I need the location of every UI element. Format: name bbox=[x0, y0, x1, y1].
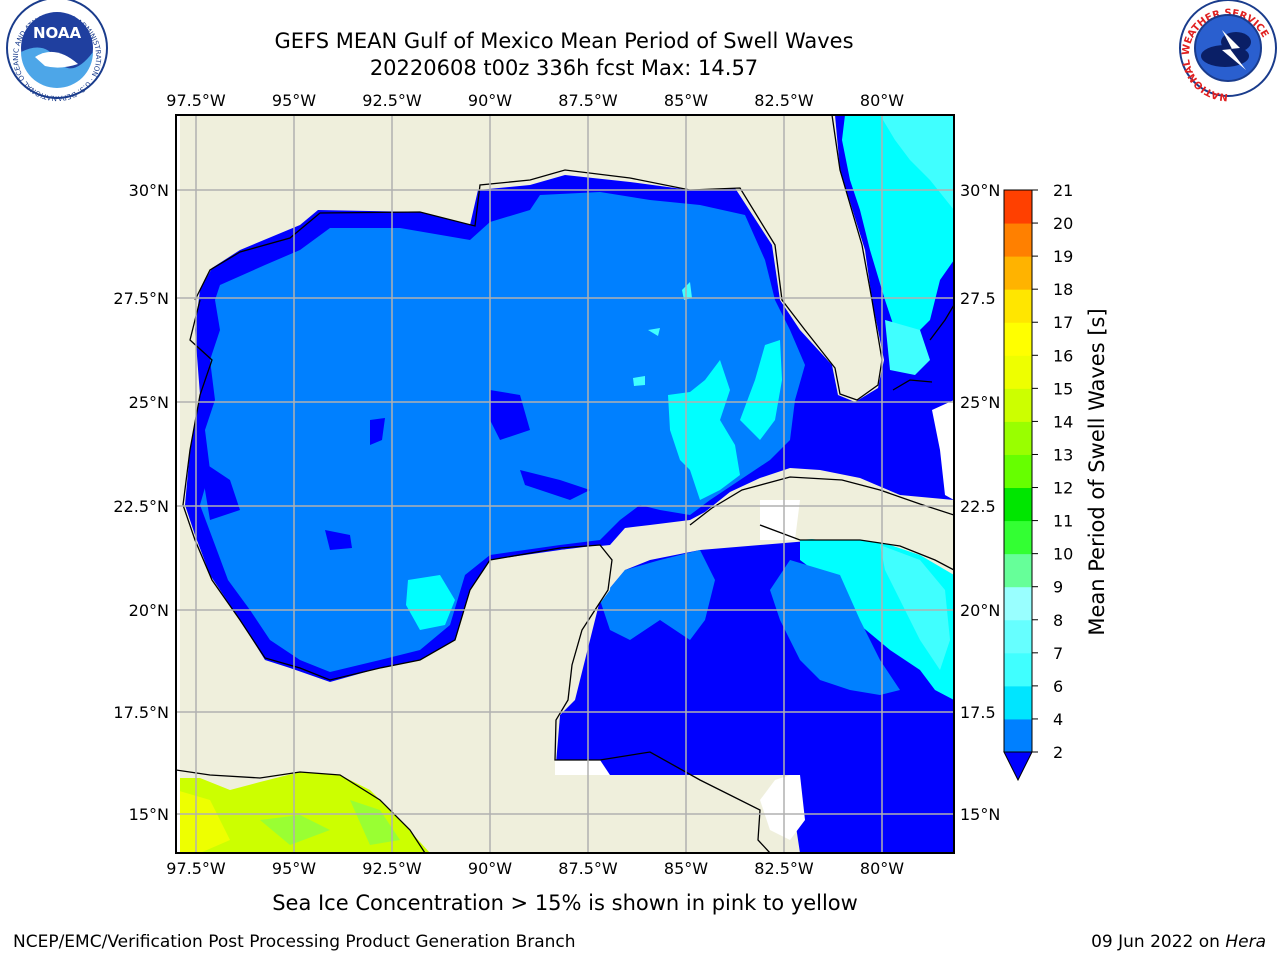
footer-credit: NCEP/EMC/Verification Post Processing Pr… bbox=[13, 932, 576, 952]
colorbar-tick-label: 11 bbox=[1053, 512, 1073, 531]
colorbar-bin bbox=[1004, 256, 1032, 290]
colorbar-tick-label: 2 bbox=[1053, 743, 1063, 762]
lat-tick: 17.5°N bbox=[113, 703, 169, 722]
lon-tick: 87.5°W bbox=[558, 859, 618, 878]
lon-tick: 92.5°W bbox=[362, 91, 422, 110]
lon-tick: 82.5°W bbox=[754, 91, 814, 110]
colorbar-frame bbox=[1003, 189, 1033, 753]
colorbar-tick-label: 8 bbox=[1053, 611, 1063, 630]
chart-subtitle-run: 20220608 t00z 336h fcst Max: 14.57 bbox=[369, 56, 759, 80]
colorbar-bin bbox=[1004, 190, 1032, 224]
noaa-logo-text: NOAA bbox=[33, 24, 82, 42]
lat-tick: 25°N bbox=[129, 393, 169, 412]
colorbar-tick-label: 13 bbox=[1053, 445, 1073, 464]
colorbar-bin bbox=[1004, 355, 1032, 389]
colorbar-bin bbox=[1004, 289, 1032, 323]
colorbar-tick-label: 6 bbox=[1053, 677, 1063, 696]
lon-tick: 85°W bbox=[664, 91, 708, 110]
colorbar-tick-label: 4 bbox=[1053, 710, 1063, 729]
lon-tick: 90°W bbox=[468, 859, 512, 878]
colorbar-tick-label: 9 bbox=[1053, 578, 1063, 597]
footer-host: Hera bbox=[1225, 932, 1266, 952]
colorbar-tick-label: 20 bbox=[1053, 214, 1073, 233]
lon-tick: 95°W bbox=[272, 91, 316, 110]
colorbar-bin bbox=[1004, 223, 1032, 257]
map-frame bbox=[175, 114, 955, 854]
lon-ticks-bottom: 97.5°W 95°W 92.5°W 90°W 87.5°W 85°W 82.5… bbox=[166, 859, 904, 878]
colorbar: 2 4 6 7 8 9 10 11 12 13 14 15 16 17 18 19 20 21 bbox=[1003, 181, 1073, 782]
colorbar-tick-label: 7 bbox=[1053, 644, 1063, 663]
colorbar-bin bbox=[1004, 685, 1032, 720]
colorbar-tick-label: 19 bbox=[1053, 247, 1073, 266]
lat-ticks-right: 30°N 27.5 25°N 22.5 20°N 17.5 15°N bbox=[960, 181, 1000, 824]
colorbar-tick-label: 18 bbox=[1053, 280, 1073, 299]
lat-tick: 22.5°N bbox=[113, 497, 169, 516]
lon-tick: 95°W bbox=[272, 859, 316, 878]
colorbar-tick-label: 15 bbox=[1053, 379, 1073, 398]
colorbar-bin bbox=[1004, 388, 1032, 422]
lat-tick: 15°N bbox=[960, 805, 1000, 824]
lat-tick: 22.5 bbox=[960, 497, 996, 516]
colorbar-tick-label: 10 bbox=[1053, 545, 1073, 564]
lat-tick: 30°N bbox=[960, 181, 1000, 200]
lat-tick: 17.5 bbox=[960, 703, 996, 722]
lon-tick: 80°W bbox=[860, 859, 904, 878]
lat-tick: 27.5 bbox=[960, 289, 996, 308]
colorbar-bin bbox=[1004, 487, 1032, 522]
lon-tick: 90°W bbox=[468, 91, 512, 110]
lat-tick: 20°N bbox=[960, 601, 1000, 620]
lon-tick: 80°W bbox=[860, 91, 904, 110]
lat-ticks-left: 30°N 27.5°N 25°N 22.5°N 20°N 17.5°N 15°N bbox=[113, 181, 169, 824]
colorbar-label: Mean Period of Swell Waves [s] bbox=[1085, 308, 1109, 635]
lat-tick: 25°N bbox=[960, 393, 1000, 412]
lat-tick: 20°N bbox=[129, 601, 169, 620]
lon-tick: 85°W bbox=[664, 859, 708, 878]
map-area bbox=[176, 115, 954, 853]
colorbar-tick-label: 17 bbox=[1053, 313, 1073, 332]
lat-tick: 15°N bbox=[129, 805, 169, 824]
colorbar-tick-label: 21 bbox=[1053, 181, 1073, 200]
colorbar-bin bbox=[1004, 718, 1032, 753]
colorbar-bin bbox=[1004, 454, 1032, 489]
footer-date: 09 Jun 2022 on Hera bbox=[1091, 932, 1266, 952]
footer-date-text: 09 Jun 2022 on bbox=[1091, 932, 1220, 952]
lon-ticks-top: 97.5°W 95°W 92.5°W 90°W 87.5°W 85°W 82.5… bbox=[166, 91, 904, 110]
colorbar-bin bbox=[1004, 322, 1032, 356]
sea-ice-note: Sea Ice Concentration > 15% is shown in … bbox=[272, 891, 858, 915]
colorbar-tick-label: 14 bbox=[1053, 412, 1073, 431]
colorbar-bin bbox=[1004, 586, 1032, 621]
lon-tick: 92.5°W bbox=[362, 859, 422, 878]
gridlines bbox=[176, 115, 954, 853]
lat-tick: 27.5°N bbox=[113, 289, 169, 308]
colorbar-bin bbox=[1004, 652, 1032, 687]
colorbar-bin bbox=[1004, 520, 1032, 555]
colorbar-extend-arrow bbox=[1003, 751, 1033, 782]
colorbar-bin bbox=[1004, 553, 1032, 588]
lon-tick: 97.5°W bbox=[166, 859, 226, 878]
colorbar-tick-label: 16 bbox=[1053, 346, 1073, 365]
lon-tick: 87.5°W bbox=[558, 91, 618, 110]
colorbar-tick-label: 12 bbox=[1053, 479, 1073, 498]
nws-logo: NATIONAL WEATHER SERVICE bbox=[1179, 0, 1277, 102]
lon-tick: 97.5°W bbox=[166, 91, 226, 110]
lat-tick: 30°N bbox=[129, 181, 169, 200]
lon-tick: 82.5°W bbox=[754, 859, 814, 878]
chart-title: GEFS MEAN Gulf of Mexico Mean Period of … bbox=[274, 29, 854, 53]
colorbar-bin bbox=[1004, 421, 1032, 455]
cuba-land bbox=[710, 478, 954, 560]
colorbar-bin bbox=[1004, 619, 1032, 654]
noaa-logo: NATIONAL OCEANIC AND ATMOSPHERIC ADMINIS… bbox=[0, 0, 108, 102]
